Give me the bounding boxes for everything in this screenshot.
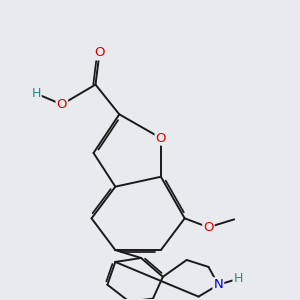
Text: N: N <box>214 278 223 291</box>
Text: H: H <box>233 272 243 285</box>
Text: O: O <box>94 46 105 59</box>
Text: O: O <box>203 221 214 234</box>
Text: O: O <box>57 98 67 111</box>
Text: H: H <box>32 87 41 100</box>
Text: O: O <box>156 132 166 145</box>
